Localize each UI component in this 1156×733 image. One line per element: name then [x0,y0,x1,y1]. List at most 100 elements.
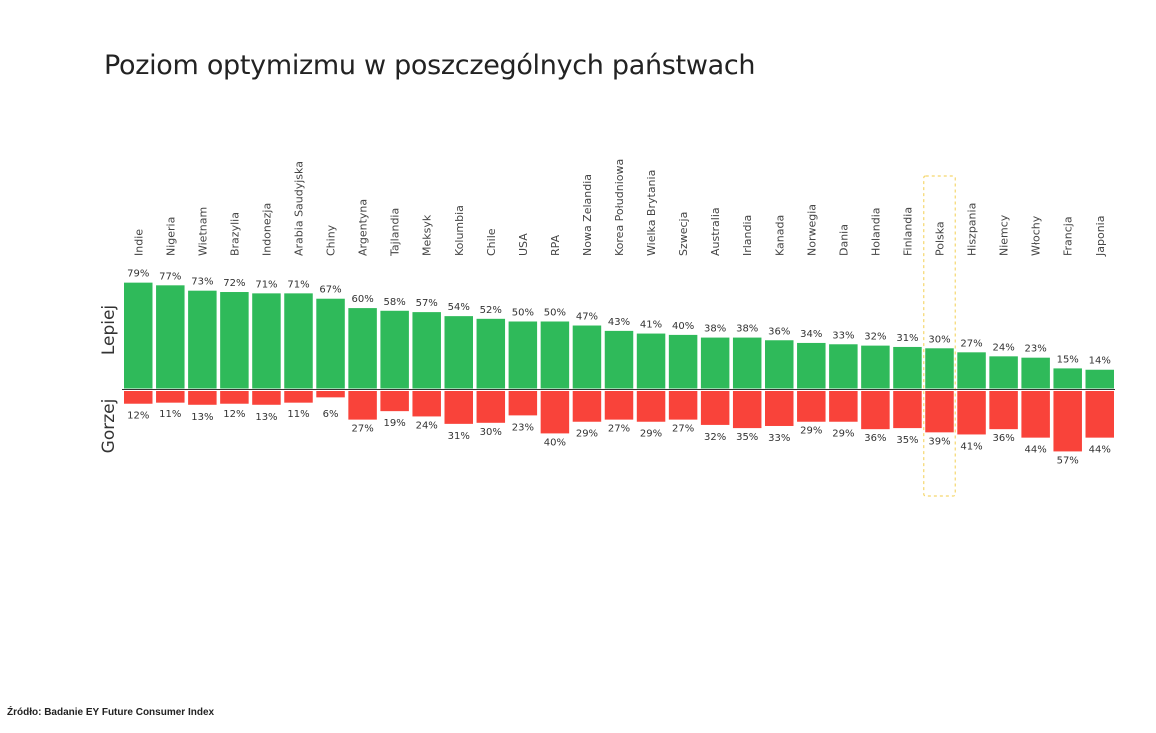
bar-gorzej [508,391,538,416]
value-label-gorzej: 23% [512,422,534,433]
category-label: Indie [132,229,145,256]
bar-lepiej [444,316,473,389]
value-label-gorzej: 39% [928,436,950,447]
category-label: Irlandia [741,215,754,256]
bar-gorzej [572,391,602,422]
value-label-gorzej: 12% [223,409,245,420]
bar-gorzej [829,391,858,422]
category-label: Korea Południowa [613,159,626,256]
category-label: Szwecja [677,212,690,256]
value-label-gorzej: 27% [351,424,373,435]
value-label-gorzej: 44% [1089,445,1111,456]
bar-gorzej [668,391,698,420]
bar-lepiej [380,310,409,389]
value-label-lepiej: 79% [127,269,149,280]
value-label-lepiej: 38% [704,324,726,335]
bar-lepiej [476,318,506,389]
bar-gorzej [476,391,506,423]
category-label: Nigeria [164,217,177,256]
bar-lepiej [797,342,826,389]
value-label-lepiej: 34% [800,329,822,340]
value-label-lepiej: 15% [1057,354,1079,365]
bar-gorzej [1021,391,1050,438]
value-label-gorzej: 11% [159,409,181,420]
value-label-gorzej: 24% [416,420,438,431]
value-label-gorzej: 36% [864,433,886,444]
bar-lepiej [412,312,441,389]
value-label-gorzej: 6% [323,409,339,420]
value-label-gorzej: 32% [704,432,726,443]
value-label-lepiej: 50% [512,308,534,319]
value-label-lepiej: 24% [992,342,1014,353]
value-label-lepiej: 31% [896,333,918,344]
value-label-gorzej: 13% [191,412,213,423]
bar-gorzej [861,391,890,430]
bar-gorzej [989,391,1018,430]
bar-gorzej [700,391,730,425]
bar-lepiej [989,356,1018,389]
value-label-gorzej: 41% [960,441,982,452]
bar-gorzej [957,391,986,435]
bar-gorzej [765,391,794,426]
category-label: Holandia [869,207,882,256]
bar-lepiej [1085,369,1114,389]
value-label-gorzej: 33% [768,433,790,444]
bar-gorzej [412,391,441,417]
bar-lepiej [668,334,698,389]
value-label-lepiej: 52% [480,305,502,316]
value-label-lepiej: 30% [928,334,950,345]
bar-gorzej [925,391,954,433]
value-label-gorzej: 36% [992,433,1014,444]
value-label-gorzej: 12% [127,411,149,422]
bar-lepiej [316,298,345,389]
value-label-lepiej: 40% [672,321,694,332]
bar-gorzej [732,391,762,429]
bar-gorzej [284,391,313,403]
value-label-gorzej: 30% [480,427,502,438]
category-label: USA [517,233,530,256]
bar-gorzej [348,391,377,420]
value-label-gorzej: 27% [608,424,630,435]
value-label-lepiej: 60% [351,294,373,305]
bar-lepiej [1053,368,1082,389]
bar-gorzej [124,391,153,404]
value-label-lepiej: 38% [736,324,758,335]
category-label: Włochy [1030,215,1043,256]
value-label-gorzej: 11% [287,409,309,420]
bar-lepiej [861,345,890,389]
value-label-gorzej: 35% [736,432,758,443]
bar-gorzej [316,391,345,398]
bar-gorzej [604,391,634,420]
bar-gorzej [1085,391,1114,438]
value-label-lepiej: 58% [384,297,406,308]
bar-gorzej [380,391,409,412]
category-label: Argentyna [357,199,370,256]
category-label: Tajlandia [389,208,402,257]
value-label-gorzej: 29% [576,429,598,440]
category-label: Niemcy [998,214,1011,256]
value-label-lepiej: 47% [576,312,598,323]
bar-lepiej [156,285,185,389]
bar-gorzej [188,391,217,405]
value-label-gorzej: 29% [800,426,822,437]
bar-gorzej [220,391,249,404]
value-label-gorzej: 40% [544,437,566,448]
category-label: Kanada [773,215,786,256]
category-label: Japonia [1094,216,1107,257]
category-label: Norwegia [805,204,818,256]
chart-title: Poziom optymizmu w poszczególnych państw… [104,50,756,81]
bar-lepiej [829,344,858,389]
category-label: Indonezja [260,203,273,256]
bar-lepiej [957,352,986,389]
bar-gorzej [1053,391,1082,452]
category-label: Meksyk [421,214,434,256]
bar-lepiej [925,348,954,389]
value-label-lepiej: 50% [544,308,566,319]
category-label: Hiszpania [966,203,979,256]
value-label-gorzej: 35% [896,435,918,446]
value-label-lepiej: 77% [159,271,181,282]
bar-lepiej [252,293,281,389]
bar-lepiej [732,337,762,389]
value-label-gorzej: 29% [832,429,854,440]
bar-lepiej [700,337,730,389]
